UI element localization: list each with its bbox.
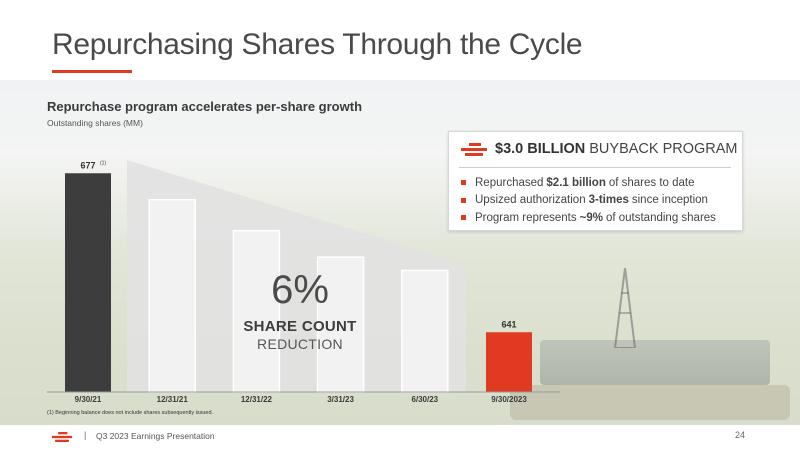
callout-bullet: Program represents ~9% of outstanding shar… [461, 209, 716, 227]
bullet-square-icon [461, 197, 466, 203]
bullet-text: of shares to date [608, 176, 695, 189]
callout-bullet: Repurchased $2.1 billion of shares to date [461, 174, 716, 192]
callout-header: $3.0 BILLION BUYBACK PROGRAM [461, 141, 738, 157]
gravel-pad [510, 385, 790, 420]
reduction-label-2: REDUCTION [257, 336, 343, 352]
drilling-rig-icon [613, 268, 637, 348]
footer-presentation-name: Q3 2023 Earnings Presentation [96, 431, 215, 441]
footnote-marker: (1) [100, 160, 106, 166]
chart-units: Outstanding shares (MM) [47, 118, 143, 128]
footer-logo-icon [52, 432, 72, 442]
bar-3-31-23 [316, 256, 365, 393]
bullet-square-icon [461, 180, 466, 186]
bullet-text: since inception [631, 194, 708, 207]
x-tick-label: 12/31/22 [241, 395, 273, 404]
bar-12-31-22 [232, 229, 281, 393]
bullet-text: Upsized authorization [475, 194, 586, 207]
reduction-label-1: SHARE COUNT [243, 318, 357, 335]
bar-6-30-23 [401, 269, 449, 393]
footer-separator: | [84, 430, 87, 440]
data-label: 641 [501, 319, 516, 329]
bar-9-30-21 [65, 173, 111, 392]
page-title: Repurchasing Shares Through the Cycle [52, 28, 583, 61]
bullet-text: Repurchased [475, 176, 544, 189]
chart-title: Repurchase program accelerates per-share… [47, 99, 363, 114]
x-tick-label: 3/31/23 [327, 395, 354, 404]
title-underline [52, 70, 132, 73]
company-logo-icon [461, 142, 487, 156]
bar-12-31-21 [148, 199, 196, 393]
bar-9-30-2023 [486, 332, 532, 392]
callout-title-rest: BUYBACK PROGRAM [589, 141, 738, 157]
buyback-callout-box: $3.0 BILLION BUYBACK PROGRAM Repurchased… [448, 131, 743, 231]
x-tick-label: 9/30/2023 [491, 395, 527, 404]
callout-title-bold: $3.0 BILLION [495, 141, 586, 157]
x-tick-label: 6/30/23 [411, 395, 438, 404]
callout-bullet: Upsized authorization 3-times since incept… [461, 192, 716, 210]
callout-bullet-list: Repurchased $2.1 billion of shares to date… [461, 174, 716, 227]
x-tick-label: 12/31/21 [157, 395, 189, 404]
page-number: 24 [735, 430, 746, 440]
reduction-percent: 6% [271, 268, 329, 312]
data-label: 677 [80, 160, 95, 170]
x-tick-label: 9/30/21 [75, 395, 102, 404]
bullet-bold: $2.1 billion [546, 176, 606, 189]
footnote: (1) Beginning balance does not include s… [47, 410, 214, 416]
bullet-square-icon [461, 215, 466, 221]
bullet-bold: 3-times [588, 194, 629, 207]
bullet-bold: ~9% [579, 211, 603, 224]
bullet-text: of outstanding shares [605, 211, 716, 224]
callout-divider [459, 167, 731, 168]
reduction-wedge [127, 160, 466, 392]
bullet-text: Program represents [475, 211, 577, 224]
well-pad-facility [540, 340, 770, 385]
